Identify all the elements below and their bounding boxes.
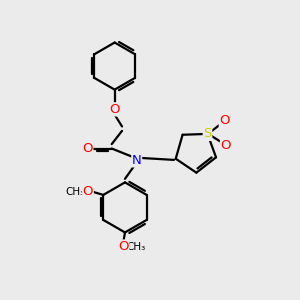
Text: O: O: [110, 103, 120, 116]
Text: O: O: [220, 139, 231, 152]
Text: N: N: [132, 154, 142, 167]
Text: O: O: [219, 114, 230, 128]
Text: O: O: [83, 185, 93, 199]
Text: CH₃: CH₃: [66, 187, 85, 197]
Text: O: O: [118, 240, 129, 253]
Text: O: O: [82, 142, 93, 155]
Text: S: S: [203, 128, 212, 140]
Text: CH₃: CH₃: [127, 242, 146, 252]
